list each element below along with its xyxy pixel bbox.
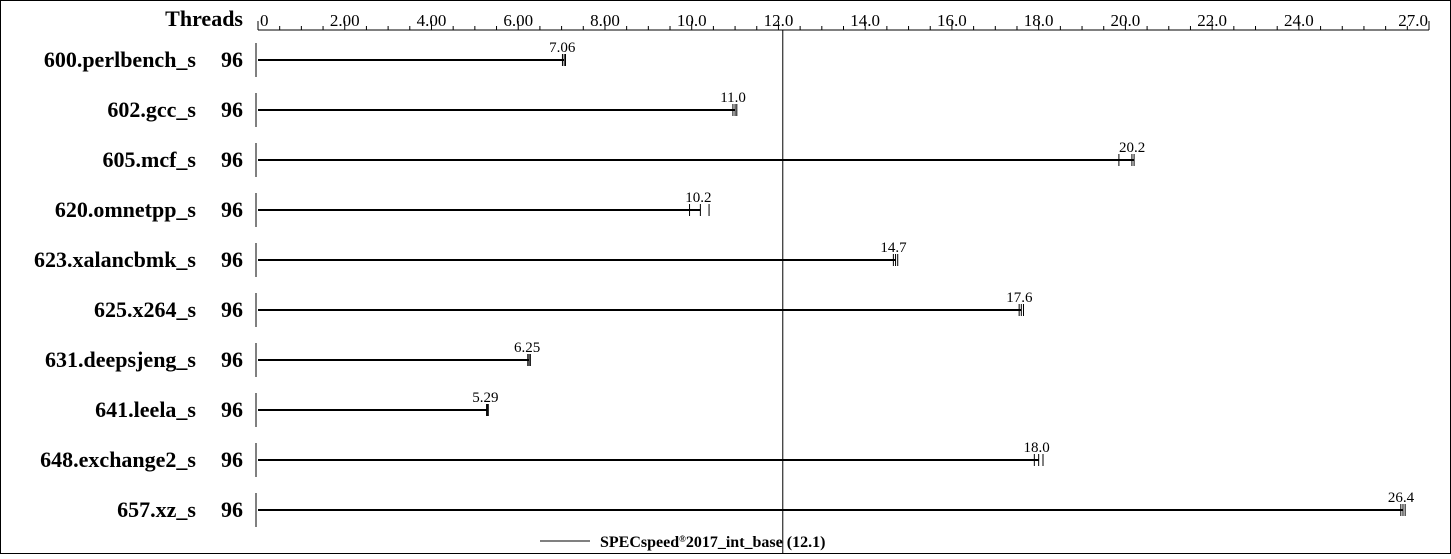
- x-tick-label: 6.00: [503, 11, 533, 30]
- x-tick-label: 4.00: [417, 11, 447, 30]
- value-label: 26.4: [1388, 490, 1415, 506]
- x-tick-label: 24.0: [1284, 11, 1314, 30]
- x-tick-label: 27.0: [1398, 11, 1428, 30]
- legend-label-reg: ®: [679, 534, 686, 544]
- threads-header: Threads: [165, 6, 243, 31]
- category-label: 605.mcf_s: [103, 147, 197, 172]
- x-tick-label: 12.0: [764, 11, 794, 30]
- threads-count: 96: [221, 97, 243, 122]
- value-label: 17.6: [1006, 290, 1033, 306]
- threads-count: 96: [221, 397, 243, 422]
- threads-count: 96: [221, 197, 243, 222]
- x-axis: 0 2.00 4.00 6.00 8.00 10.0 12.0 14.0 16.0 18.0 20.…: [257, 11, 1430, 31]
- threads-count: 96: [221, 347, 243, 372]
- category-label: 648.exchange2_s: [40, 447, 196, 472]
- value-label: 20.2: [1119, 140, 1145, 156]
- x-tick-label: 14.0: [850, 11, 880, 30]
- threads-count: 96: [221, 497, 243, 522]
- legend-label-suffix: 2017_int_base (12.1): [686, 534, 826, 551]
- category-label: 602.gcc_s: [107, 97, 196, 122]
- value-label: 10.2: [685, 190, 711, 206]
- value-label: 6.25: [514, 340, 540, 356]
- value-label: 14.7: [880, 240, 907, 256]
- bar-series: 7.06 11.0 20.2 10.2 14.7 17.6 6.25 5.29 18.0 26.4: [255, 40, 1415, 527]
- threads-count: 96: [221, 247, 243, 272]
- category-label: 657.xz_s: [117, 497, 196, 522]
- category-label: 641.leela_s: [95, 397, 196, 422]
- legend: SPECspeed®2017_int_base (12.1): [540, 534, 825, 551]
- x-tick-label: 8.00: [590, 11, 620, 30]
- category-label: 625.x264_s: [94, 297, 197, 322]
- value-label: 18.0: [1024, 440, 1050, 456]
- x-tick-label: 2.00: [330, 11, 360, 30]
- value-label: 11.0: [720, 90, 746, 106]
- x-tick-label: 18.0: [1024, 11, 1054, 30]
- category-label: 623.xalancbmk_s: [34, 247, 196, 272]
- legend-label-prefix: SPECspeed: [600, 534, 679, 551]
- category-label: 600.perlbench_s: [44, 47, 197, 72]
- x-tick-label: 10.0: [677, 11, 707, 30]
- x-tick-label: 0: [260, 11, 269, 30]
- threads-count: 96: [221, 297, 243, 322]
- threads-count: 96: [221, 147, 243, 172]
- threads-count: 96: [221, 447, 243, 472]
- x-tick-label: 16.0: [937, 11, 967, 30]
- legend-label: SPECspeed®2017_int_base (12.1): [600, 534, 825, 551]
- value-label: 7.06: [549, 40, 576, 56]
- x-tick-label: 22.0: [1197, 11, 1227, 30]
- category-label: 620.omnetpp_s: [55, 197, 197, 222]
- category-label: 631.deepsjeng_s: [45, 347, 196, 372]
- category-labels: Threads 600.perlbench_s 96 602.gcc_s 96 605.m…: [34, 6, 243, 522]
- threads-count: 96: [221, 47, 243, 72]
- x-tick-label: 20.0: [1111, 11, 1141, 30]
- value-label: 5.29: [472, 390, 498, 406]
